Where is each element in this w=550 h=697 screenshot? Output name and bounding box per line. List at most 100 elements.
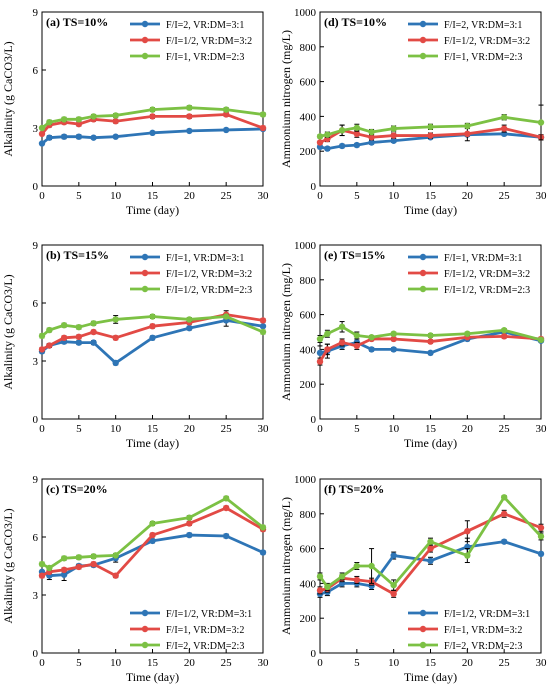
x-tick-label: 20 <box>462 657 474 669</box>
y-axis-label: Alkalinity (g CaCO3/L) <box>1 508 15 623</box>
data-point <box>259 111 267 118</box>
legend: F/I=1/2, VR:DM=3:1 F/I=1, VR:DM=3:2 F/I=2,… <box>130 609 252 652</box>
data-point <box>186 520 193 527</box>
data-point <box>222 111 230 118</box>
x-tick-label: 15 <box>147 423 159 435</box>
data-point <box>75 333 83 341</box>
series-1 <box>316 537 545 598</box>
panel-c: 0 5 10 15 20 25 30 0 3 6 9 Time (day) Alkalinity (g … <box>1 474 269 684</box>
data-point <box>90 113 97 120</box>
legend-label: F/I=1, VR:DM=2:3 <box>444 52 522 63</box>
x-tick-label: 15 <box>425 657 437 669</box>
y-tick-label: 0 <box>33 414 39 426</box>
legend-swatch-marker <box>141 36 149 44</box>
series-3 <box>316 494 545 591</box>
data-point <box>368 334 375 341</box>
data-point <box>186 324 193 332</box>
data-point <box>537 533 545 540</box>
series-line <box>319 512 542 596</box>
x-tick-label: 25 <box>221 423 233 435</box>
legend-label: F/I=1, VR:DM=3:2 <box>444 625 522 636</box>
data-point <box>390 335 397 343</box>
legend-label: F/I=1, VR:DM=3:1 <box>444 253 522 264</box>
x-tick-label: 30 <box>258 657 270 669</box>
series-line <box>40 113 264 135</box>
panel-d: 0 5 10 15 20 25 30 0 200 400 600 800 1000 Time (day) A… <box>279 7 547 217</box>
data-point <box>338 127 346 134</box>
y-tick-label: 400 <box>300 578 317 590</box>
legend-swatch-marker <box>419 52 427 60</box>
data-point <box>46 326 53 334</box>
data-point <box>368 128 375 136</box>
data-point <box>353 332 361 339</box>
series-line <box>41 315 264 337</box>
data-point <box>537 119 545 126</box>
data-point <box>46 134 53 141</box>
series-1 <box>38 314 267 367</box>
series-line <box>41 127 264 145</box>
series-3 <box>38 495 267 572</box>
data-point <box>38 130 46 137</box>
data-point <box>112 112 119 119</box>
x-tick-label: 25 <box>499 657 511 669</box>
legend-label: F/I=1, VR:DM=2:3 <box>166 52 244 63</box>
data-point <box>60 571 68 578</box>
data-point <box>90 560 97 568</box>
data-point <box>60 555 68 562</box>
data-point <box>112 133 119 140</box>
data-point <box>112 316 119 323</box>
x-tick-label: 20 <box>184 423 196 435</box>
x-tick-label: 20 <box>184 657 196 669</box>
series-3 <box>38 104 267 132</box>
x-tick-label: 30 <box>536 190 548 202</box>
x-tick-label: 15 <box>425 423 437 435</box>
x-tick-label: 15 <box>425 190 437 202</box>
data-point <box>390 590 397 598</box>
legend-swatch-marker <box>141 625 149 633</box>
data-point <box>222 532 230 540</box>
legend-swatch-marker <box>141 20 149 28</box>
legend-label: F/I=2, VR:DM=3:1 <box>444 20 522 31</box>
x-tick-label: 5 <box>354 423 360 435</box>
x-tick-label: 10 <box>388 423 400 435</box>
data-point <box>259 323 267 330</box>
data-point <box>427 338 434 345</box>
series-2 <box>316 124 545 146</box>
data-point <box>324 583 331 591</box>
data-point <box>90 553 97 560</box>
series-line <box>318 334 542 363</box>
legend-swatch-marker <box>419 253 427 261</box>
y-tick-label: 0 <box>33 181 39 193</box>
legend-swatch-marker <box>419 609 427 617</box>
data-point <box>60 334 68 341</box>
series-line <box>41 506 264 578</box>
y-tick-label: 6 <box>33 532 39 544</box>
data-point <box>500 494 508 501</box>
data-point <box>316 358 324 365</box>
legend-label: F/I=1, VR:DM=3:2 <box>166 625 244 636</box>
data-point <box>537 336 545 344</box>
series-3 <box>316 104 545 141</box>
x-tick-label: 10 <box>110 423 122 435</box>
data-point <box>222 313 230 320</box>
x-tick-label: 0 <box>317 423 323 435</box>
legend-swatch-marker <box>141 285 149 293</box>
data-point <box>338 323 346 330</box>
legend-label: F/I=1/2, VR:DM=3:2 <box>166 36 252 47</box>
x-tick-label: 25 <box>221 190 233 202</box>
data-point <box>149 129 156 137</box>
legend-label: F/I=1/2, VR:DM=2:3 <box>166 285 252 296</box>
data-point <box>112 572 119 579</box>
y-tick-label: 1000 <box>294 240 317 252</box>
data-point <box>537 524 545 531</box>
data-point <box>222 504 230 512</box>
data-point <box>149 334 156 341</box>
y-tick-label: 9 <box>33 240 39 252</box>
legend-swatch-marker <box>141 52 149 60</box>
data-point <box>500 125 508 132</box>
data-point <box>90 134 97 141</box>
x-tick-label: 5 <box>354 657 360 669</box>
series-line <box>41 533 264 578</box>
x-tick-label: 30 <box>536 423 548 435</box>
data-point <box>316 139 324 146</box>
